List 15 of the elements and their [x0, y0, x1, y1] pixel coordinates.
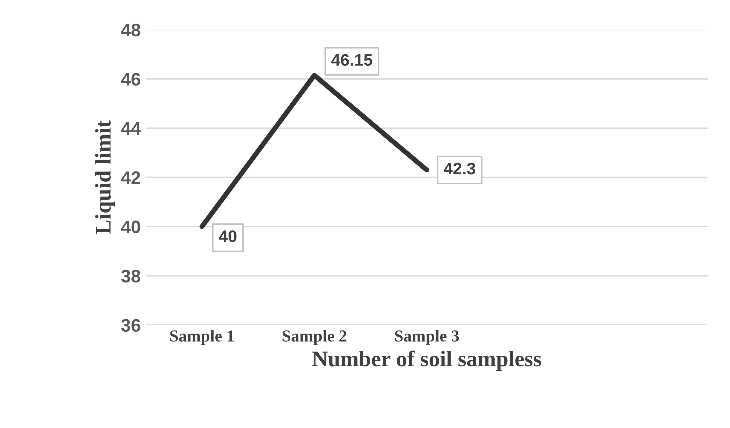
y-axis-title: Liquid limit [95, 120, 116, 234]
y-tick-label: 44 [121, 122, 142, 135]
data-label: 42.3 [444, 162, 476, 175]
x-tick-label: Sample 2 [282, 330, 347, 346]
y-tick-label: 36 [121, 319, 140, 332]
y-tick-label: 38 [121, 270, 141, 283]
y-tick-label: 46 [121, 73, 140, 86]
y-tick-label: 48 [121, 24, 141, 37]
data-label: 46.15 [332, 54, 373, 66]
y-tick-label: 42 [121, 172, 140, 184]
y-tick-label: 40 [121, 220, 140, 234]
x-tick-label: Sample 1 [170, 330, 234, 346]
x-tick-label: Sample 3 [395, 330, 460, 346]
data-label: 40 [219, 230, 237, 242]
x-axis-title: Number of soil sampless [312, 350, 542, 372]
